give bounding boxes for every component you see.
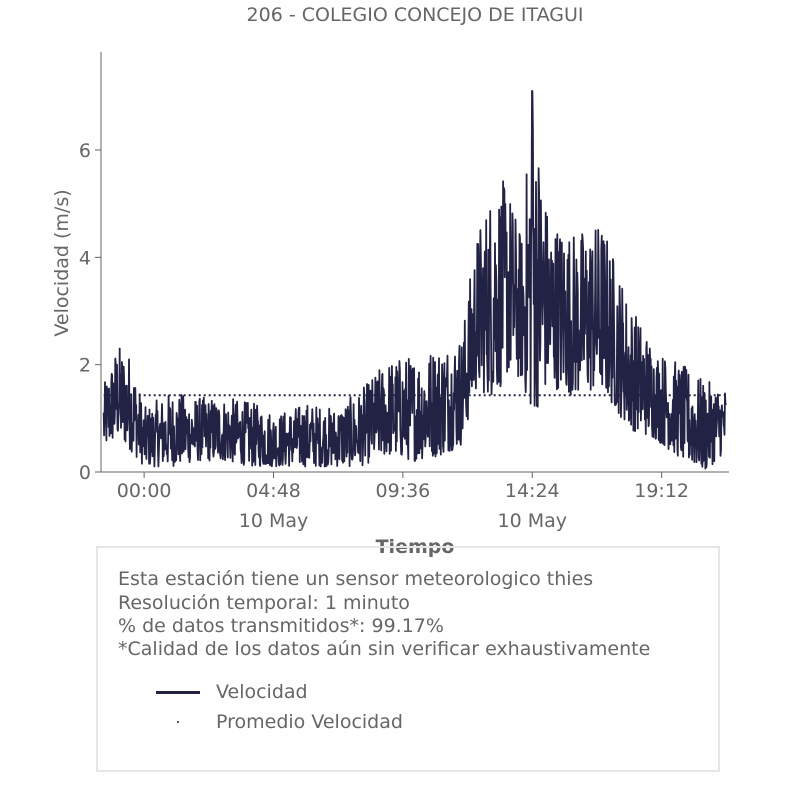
- series-layer: [102, 90, 728, 470]
- info-box: Esta estación tiene un sensor meteorolog…: [96, 546, 720, 772]
- x-tick-label: 00:00: [117, 480, 172, 502]
- info-sensor: Esta estación tiene un sensor meteorolog…: [118, 568, 594, 590]
- x-tick-label: 19:12: [634, 480, 689, 502]
- info-transmitted: % de datos transmitidos*: 99.17%: [118, 615, 444, 637]
- y-axis-label: Velocidad (m/s): [51, 189, 73, 336]
- x-tick-sublabel: 10 May: [239, 510, 309, 532]
- wind-speed-chart: 206 - COLEGIO CONCEJO DE ITAGUI Velocida…: [51, 4, 729, 558]
- info-quality-note: *Calidad de los datos aún sin verificar …: [118, 638, 651, 660]
- legend-velocidad-swatch: [156, 691, 200, 694]
- chart-title: 206 - COLEGIO CONCEJO DE ITAGUI: [247, 4, 584, 26]
- legend-promedio-swatch: [177, 721, 179, 723]
- x-ticks: 00:00 04:48 10 May 09:36 14:24 10 May 19:12: [117, 472, 689, 532]
- info-resolution: Resolución temporal: 1 minuto: [118, 592, 410, 614]
- legend-velocidad-label: Velocidad: [216, 681, 308, 703]
- y-tick-label: 0: [79, 462, 91, 484]
- y-ticks: 0 2 4 6: [79, 140, 101, 484]
- y-tick-label: 6: [79, 140, 91, 162]
- y-tick-label: 2: [79, 355, 91, 377]
- x-tick-label: 14:24: [505, 480, 560, 502]
- x-tick-label: 09:36: [375, 480, 430, 502]
- velocidad-line: [102, 90, 728, 470]
- x-tick-label: 04:48: [246, 480, 301, 502]
- y-tick-label: 4: [79, 247, 91, 269]
- legend-promedio-label: Promedio Velocidad: [216, 711, 403, 733]
- x-tick-sublabel: 10 May: [497, 510, 567, 532]
